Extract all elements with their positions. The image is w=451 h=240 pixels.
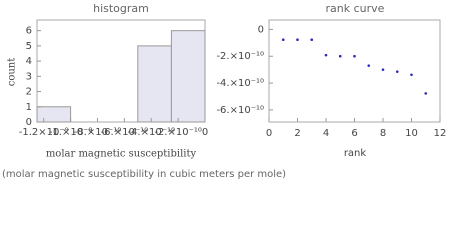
x-tick-label: 8 — [380, 128, 386, 139]
y-tick-label: 2 — [26, 87, 32, 98]
x-tick-label: -2.×10⁻¹⁰ — [154, 127, 202, 138]
footnote: (molar magnetic susceptibility in cubic … — [2, 169, 286, 180]
x-tick-label: -4.×10⁻¹⁰ — [127, 127, 175, 138]
point — [281, 38, 285, 42]
x-tick-label: -8.×10⁻¹⁰ — [74, 127, 122, 138]
x-tick-label: 0 — [202, 127, 208, 138]
page: histogram rank curve count molar magneti… — [2, 2, 447, 180]
x-tick-label: 10 — [405, 128, 418, 139]
y-tick-label: 0 — [26, 117, 32, 128]
bar — [170, 30, 206, 123]
chart-title: histogram — [93, 2, 149, 15]
y-axis-label: count — [7, 58, 18, 87]
x-tick-label: -1.×10⁻⁹ — [49, 127, 93, 138]
x-tick-label: -1.2×10⁻⁹ — [19, 127, 69, 138]
y-tick-label: -4.×10⁻¹⁰ — [216, 78, 264, 89]
y-tick-label: 1 — [26, 102, 32, 113]
point — [310, 38, 314, 42]
point — [338, 54, 342, 58]
point — [381, 68, 385, 71]
point — [324, 53, 328, 57]
bar — [36, 106, 72, 123]
x-tick-label: 2 — [294, 128, 300, 139]
rank-frame — [268, 19, 441, 123]
y-tick-label: 6 — [26, 26, 32, 37]
y-tick-label: -2.×10⁻¹⁰ — [216, 51, 264, 62]
bar — [137, 45, 172, 123]
chart-title: rank curve — [326, 2, 385, 15]
x-axis-label: rank — [344, 148, 367, 159]
y-tick-label: 4 — [26, 56, 32, 67]
x-tick-label: 0 — [266, 128, 272, 139]
point — [296, 38, 299, 42]
x-tick-label: -6.×10⁻¹⁰ — [101, 127, 149, 138]
point — [410, 73, 413, 77]
point — [424, 92, 428, 95]
point — [395, 70, 399, 73]
point — [353, 54, 356, 58]
x-tick-label: 4 — [323, 128, 329, 139]
y-tick-label: 3 — [26, 71, 32, 82]
y-tick-label: -6.×10⁻¹⁰ — [216, 105, 264, 116]
y-tick-label: 5 — [26, 41, 32, 52]
x-axis-label: molar magnetic susceptibility — [46, 149, 197, 160]
x-tick-label: 12 — [434, 128, 447, 139]
y-tick-label: 0 — [258, 24, 264, 35]
point — [367, 64, 371, 67]
x-tick-label: 6 — [351, 128, 357, 139]
